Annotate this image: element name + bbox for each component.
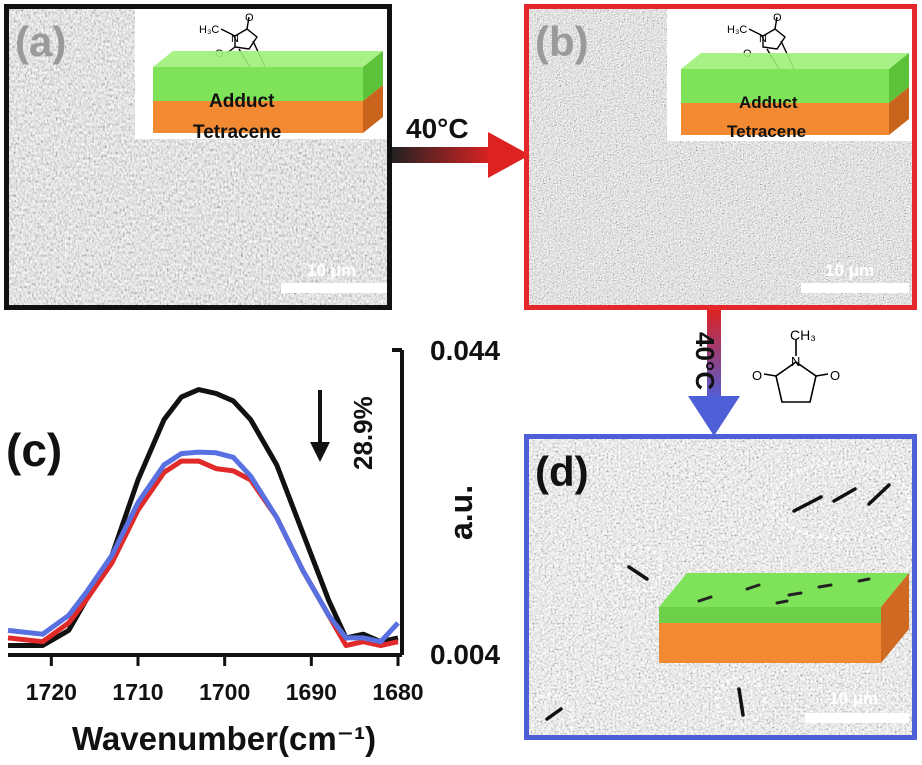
panel-label-c: (c) — [6, 424, 62, 476]
percent-annotation: 28.9% — [348, 396, 378, 470]
tetracene-label-b: Tetracene — [727, 122, 807, 141]
scale-bar-d — [805, 713, 909, 723]
layer-stack-b — [681, 53, 909, 135]
y-tick-top: 0.044 — [430, 335, 500, 366]
spectrum-line-2 — [7, 458, 399, 648]
panel-label-a: (a) — [15, 18, 67, 65]
x-tick-label-1700: 1700 — [199, 679, 250, 705]
arrow-a-to-b: 40°C — [392, 113, 530, 178]
spectrum-line-1 — [8, 387, 399, 648]
decrease-arrow — [310, 390, 330, 462]
svg-text:O: O — [773, 12, 782, 24]
svg-text:N: N — [759, 33, 767, 45]
temperature-label-2: 40°C — [690, 332, 720, 390]
scale-bar-b — [801, 283, 909, 293]
arrow-b-to-d: 40°C CH₃ N O O — [688, 310, 840, 436]
scale-label-b: 10 μm — [825, 261, 875, 280]
x-tick-label-1710: 1710 — [112, 679, 163, 705]
svg-text:O: O — [830, 368, 840, 383]
layer-stack-a — [153, 51, 383, 133]
svg-text:O: O — [245, 12, 254, 24]
x-axis-label: Wavenumber(cm⁻¹) — [72, 720, 376, 757]
succinimide-structure — [763, 340, 829, 403]
scale-label-a: 10 μm — [307, 261, 357, 280]
x-tick-label-1680: 1680 — [372, 679, 423, 705]
layer-inset-a: H₃C O N O — [135, 9, 387, 143]
svg-text:O: O — [752, 368, 762, 383]
adduct-label-b: Adduct — [739, 93, 798, 112]
temperature-label-1: 40°C — [406, 113, 469, 144]
layer-stack-d — [659, 573, 909, 663]
panel-label-d: (d) — [535, 448, 589, 495]
svg-text:N: N — [231, 33, 239, 45]
scale-bar-a — [281, 283, 387, 293]
panel-b: (b) H₃C O N O — [524, 4, 917, 310]
panel-a: (a) H₃C O N O — [4, 4, 392, 310]
x-tick-label-1690: 1690 — [286, 679, 337, 705]
tetracene-label-a: Tetracene — [193, 122, 282, 143]
adduct-label-a: Adduct — [209, 91, 275, 112]
panel-label-b: (b) — [535, 18, 589, 65]
y-axis-label: a.u. — [443, 485, 479, 540]
layer-inset-b: H₃C O N O Adduct Tet — [667, 9, 912, 141]
svg-text:CH₃: CH₃ — [790, 327, 816, 343]
scale-label-d: 10 μm — [829, 689, 879, 708]
x-tick-label-1720: 1720 — [26, 679, 77, 705]
ftir-chart: 1720 1710 1700 1690 1680 0.044 0.004 a.u. Wa… — [6, 335, 500, 757]
highlight-circles — [529, 461, 911, 735]
svg-text:H₃C: H₃C — [727, 24, 747, 36]
panel-c: 1720 1710 1700 1690 1680 0.044 0.004 a.u. Wa… — [0, 318, 520, 765]
panel-d: (d) 10 μm — [524, 434, 917, 740]
spectrum-line-3 — [7, 449, 400, 645]
svg-text:H₃C: H₃C — [199, 24, 219, 36]
svg-text:N: N — [791, 354, 800, 369]
y-tick-bottom: 0.004 — [430, 639, 500, 670]
crystal-streaks — [545, 483, 891, 721]
